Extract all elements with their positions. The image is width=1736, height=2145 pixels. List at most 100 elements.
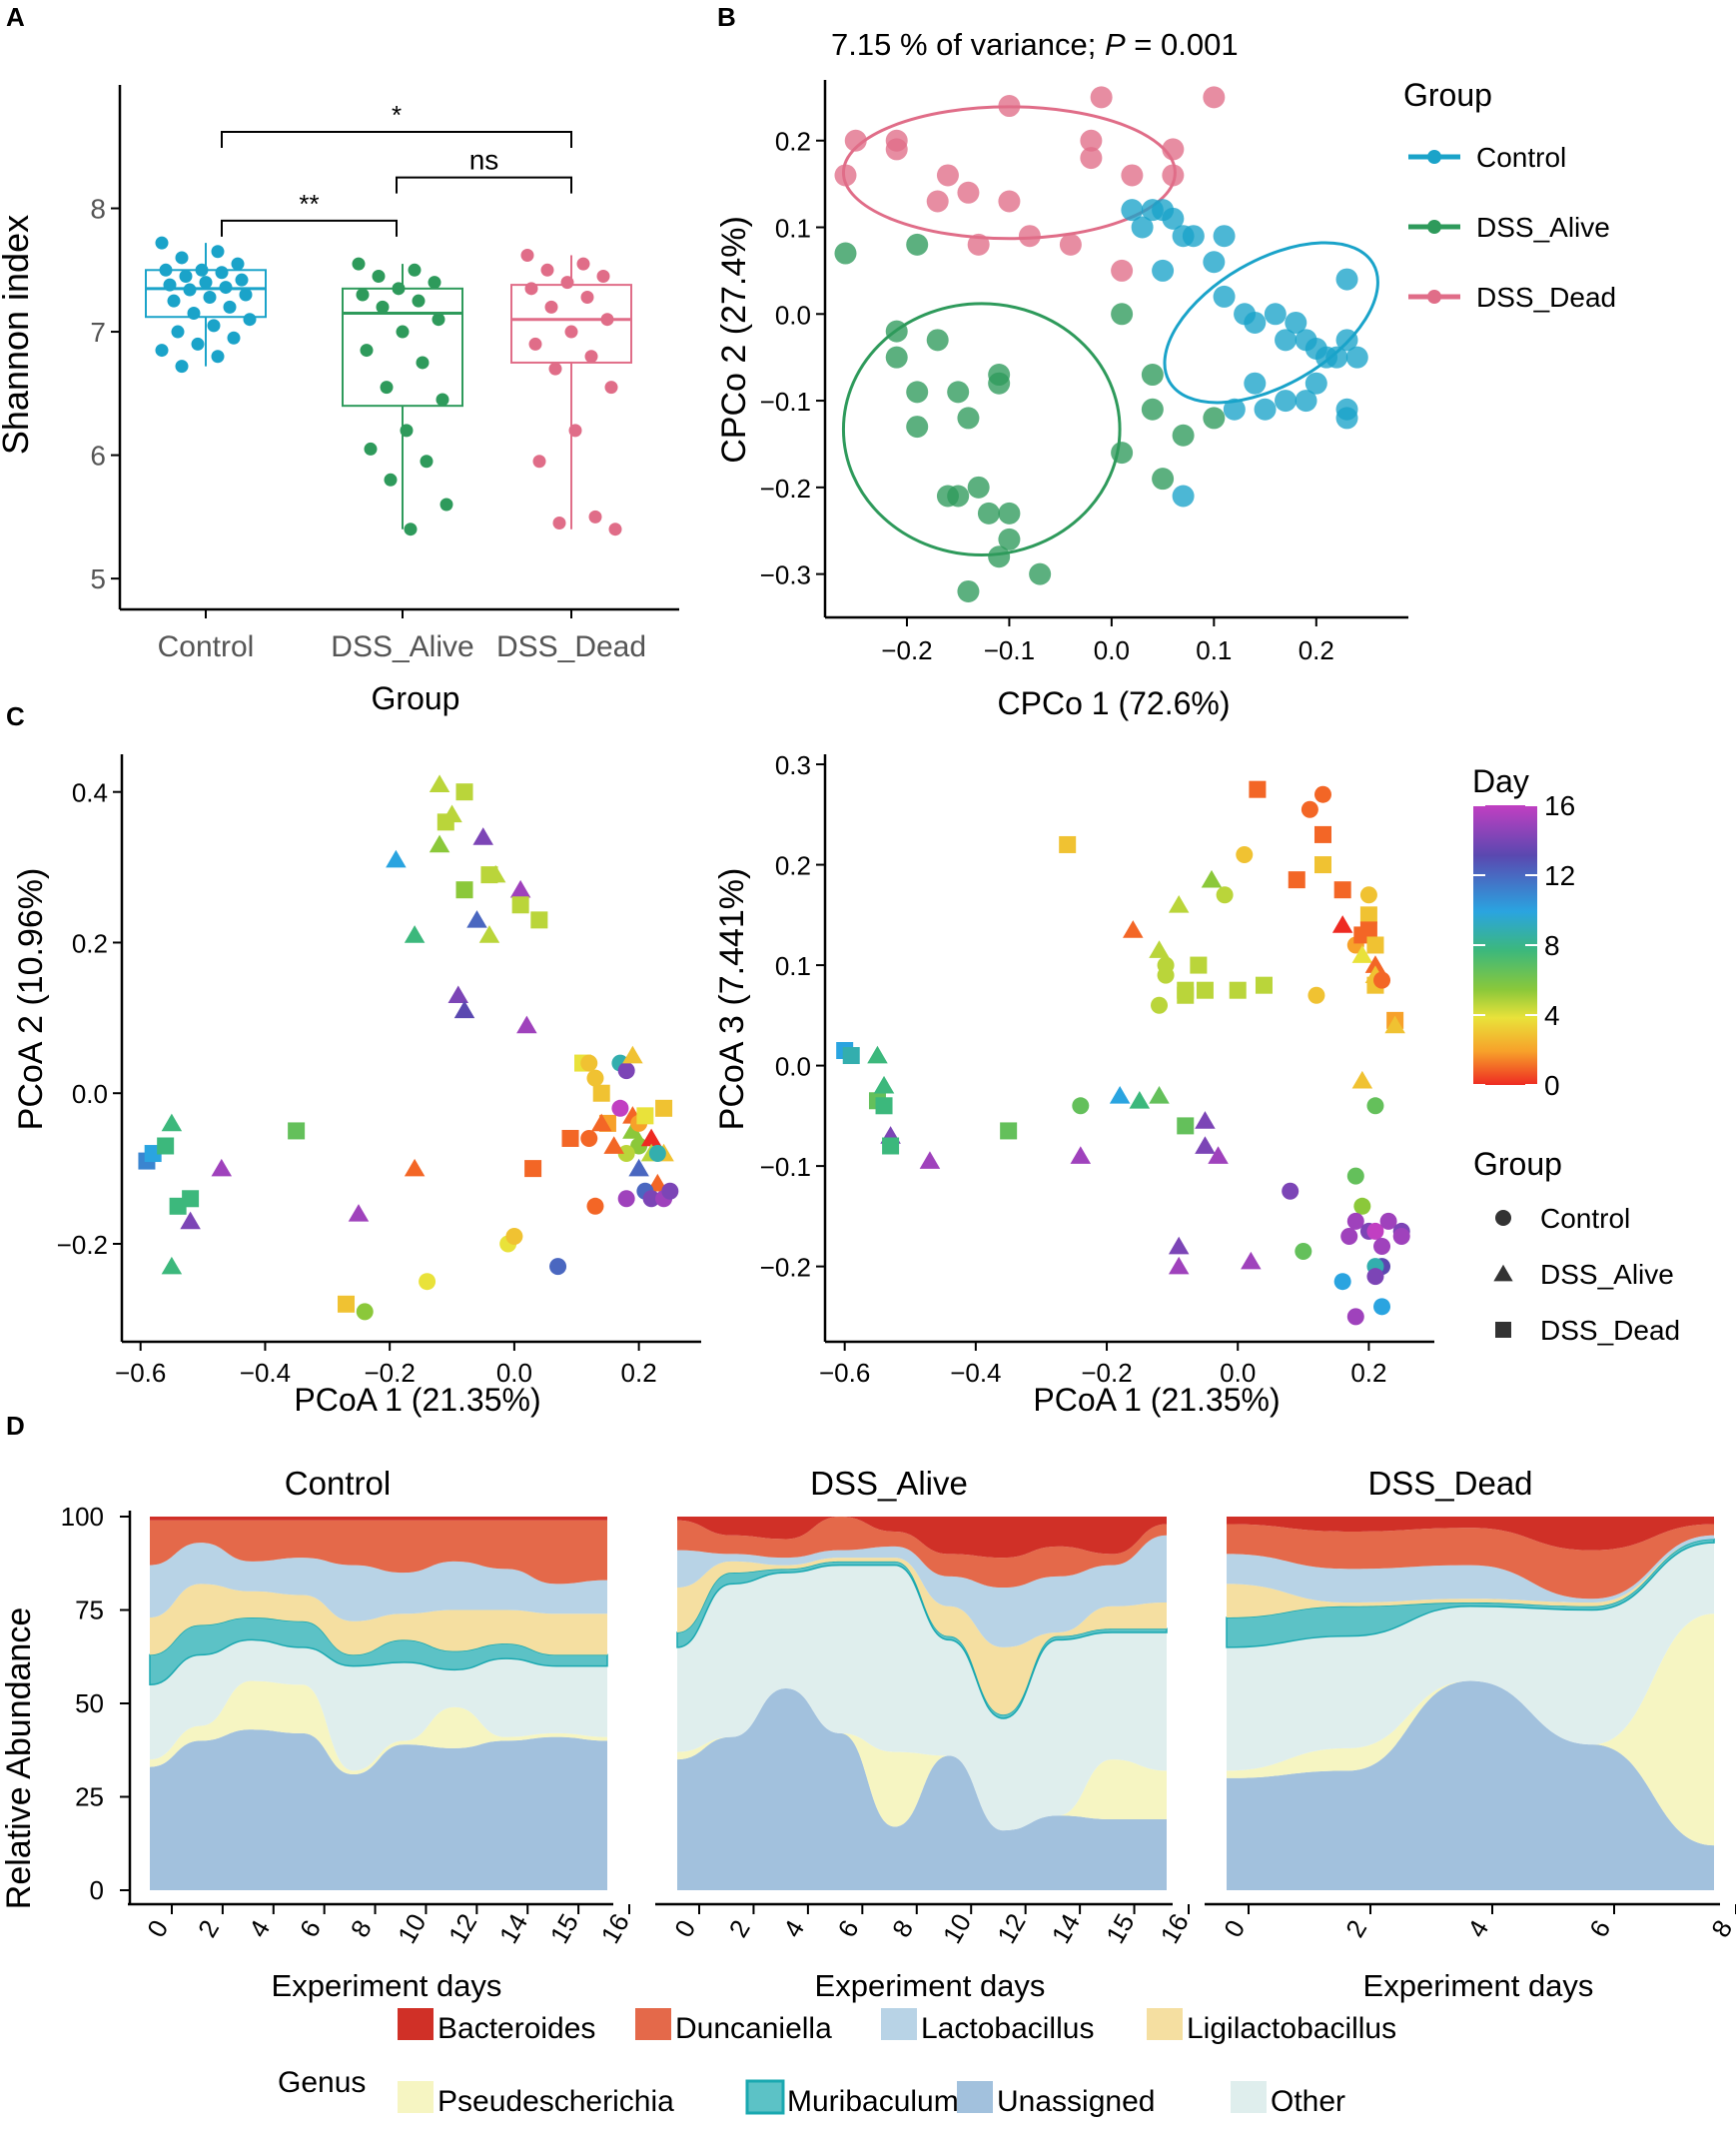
box-point	[231, 257, 245, 271]
scatter-point	[1213, 285, 1236, 308]
legend-shape	[1493, 1264, 1513, 1282]
scatter-point	[1359, 906, 1377, 924]
day-colorbar-title: Day	[1472, 763, 1529, 799]
scatter-point	[1366, 1097, 1384, 1115]
area-bacteroides	[1227, 1517, 1714, 1551]
scatter-point	[988, 545, 1011, 568]
scatter-point	[1254, 398, 1277, 421]
box-point	[560, 276, 574, 290]
scatter-point	[1264, 303, 1287, 326]
panel-c-ytick-label: 0.2	[72, 928, 108, 958]
scatter-point	[642, 1190, 660, 1208]
scatter-point	[1379, 1212, 1397, 1230]
box-point	[600, 313, 614, 327]
panel-d-xtick-label: 4	[1461, 1915, 1494, 1943]
scatter-point	[1168, 1256, 1190, 1275]
area-lactobacillus	[150, 1543, 607, 1621]
scatter-point	[478, 925, 500, 943]
panel-d-xlabel: Experiment days	[815, 1968, 1046, 2003]
scatter-point	[885, 346, 908, 369]
scatter-point	[1331, 915, 1353, 933]
scatter-point	[1392, 1227, 1410, 1245]
scatter-point	[530, 911, 548, 929]
scatter-point	[936, 164, 959, 187]
box-point	[171, 325, 185, 339]
scatter-point	[1090, 86, 1113, 109]
scatter-point	[1244, 372, 1267, 395]
scatter-point	[1000, 1122, 1018, 1140]
area-other	[677, 1565, 1167, 1831]
legend-swatch-ligilactobacillus	[1147, 2008, 1183, 2040]
box-point	[439, 498, 453, 512]
scatter-point	[1018, 225, 1041, 248]
legend-swatch-muribaculum	[745, 2079, 785, 2115]
colorbar-tick-label: 4	[1544, 1000, 1560, 1031]
panel-a-ylabel: Shannon index	[0, 215, 36, 455]
significance-label: **	[299, 189, 319, 219]
panel-d-ytick-label: 25	[75, 1782, 104, 1812]
panel-a-xtick-label: DSS_Alive	[331, 630, 473, 663]
scatter-point	[611, 1099, 629, 1117]
scatter-point	[1295, 1243, 1312, 1261]
scatter-point	[1373, 971, 1391, 989]
panel-d-subplot-dss-dead: DSS_Dead 0 2 4 6 8 Experiment days	[1205, 1465, 1736, 2003]
scatter-point	[947, 381, 970, 404]
scatter-point	[1366, 1222, 1384, 1240]
box-point	[356, 288, 370, 302]
box-point	[544, 300, 558, 314]
scatter-point	[1373, 1238, 1391, 1256]
scatter-point	[1149, 940, 1170, 958]
scatter-point	[1059, 233, 1082, 256]
colorbar-tick-label: 16	[1544, 790, 1575, 821]
box-point	[408, 263, 422, 277]
scatter-point	[622, 1121, 643, 1139]
scatter-point	[628, 1158, 649, 1177]
scatter-point	[182, 1190, 200, 1208]
area-ligilactobacillus	[677, 1558, 1167, 1715]
scatter-point	[1168, 894, 1190, 913]
scatter-point	[844, 129, 867, 152]
box-point	[564, 325, 578, 339]
day-colorbar: Day 16 12 8 4 0	[1472, 763, 1575, 1101]
scatter-point	[157, 1137, 175, 1155]
panel-c-left-ylabel: PCoA 2 (10.96%)	[12, 868, 50, 1131]
box-point	[219, 281, 233, 295]
scatter-point	[967, 476, 990, 499]
scatter-point	[1351, 945, 1373, 963]
scatter-point	[1333, 881, 1351, 899]
panel-d-xtick-label: 8	[1705, 1915, 1736, 1943]
panel-label-c: C	[6, 701, 25, 731]
panel-d-xtick-label: 6	[294, 1915, 327, 1943]
panel-d-yaxis: 0 25 50 75 100	[61, 1502, 130, 1905]
panel-d-xlabel: Experiment days	[1363, 1968, 1594, 2003]
significance-label: ns	[469, 145, 499, 176]
area-pseudescherichia	[677, 1688, 1167, 1831]
box-point	[432, 313, 445, 327]
panel-b-ytick-label: 0.0	[775, 300, 811, 330]
legend-label: Ligilactobacillus	[1187, 2012, 1396, 2045]
panel-b-title: 7.15 % of variance; P = 0.001	[831, 27, 1239, 62]
scatter-point	[873, 1075, 895, 1094]
box-point	[392, 282, 406, 296]
panel-d-xtick-label: 4	[243, 1915, 276, 1943]
scatter-point	[524, 1160, 542, 1178]
scatter-point	[1285, 311, 1307, 334]
legend-swatch-unassigned	[957, 2081, 993, 2113]
panel-a-ytick-label: 7	[90, 317, 106, 348]
scatter-point	[603, 1136, 624, 1154]
box-point	[155, 344, 169, 358]
scatter-point	[1162, 138, 1185, 161]
area-ligilactobacillus	[150, 1584, 607, 1655]
panel-d-xtick-label: 2	[192, 1915, 225, 1943]
panel-c-xtick-label: 0.0	[1220, 1358, 1256, 1388]
scatter-point	[484, 864, 506, 883]
legend-label: Lactobacillus	[921, 2012, 1094, 2045]
box-point	[420, 455, 434, 469]
legend-label: Pseudescherichia	[437, 2085, 674, 2118]
box-point	[428, 276, 441, 290]
scatter-point	[906, 416, 929, 439]
panel-c-ytick-label: 0.4	[72, 778, 108, 808]
scatter-point	[906, 381, 929, 404]
area-bacteroides	[150, 1517, 607, 1521]
